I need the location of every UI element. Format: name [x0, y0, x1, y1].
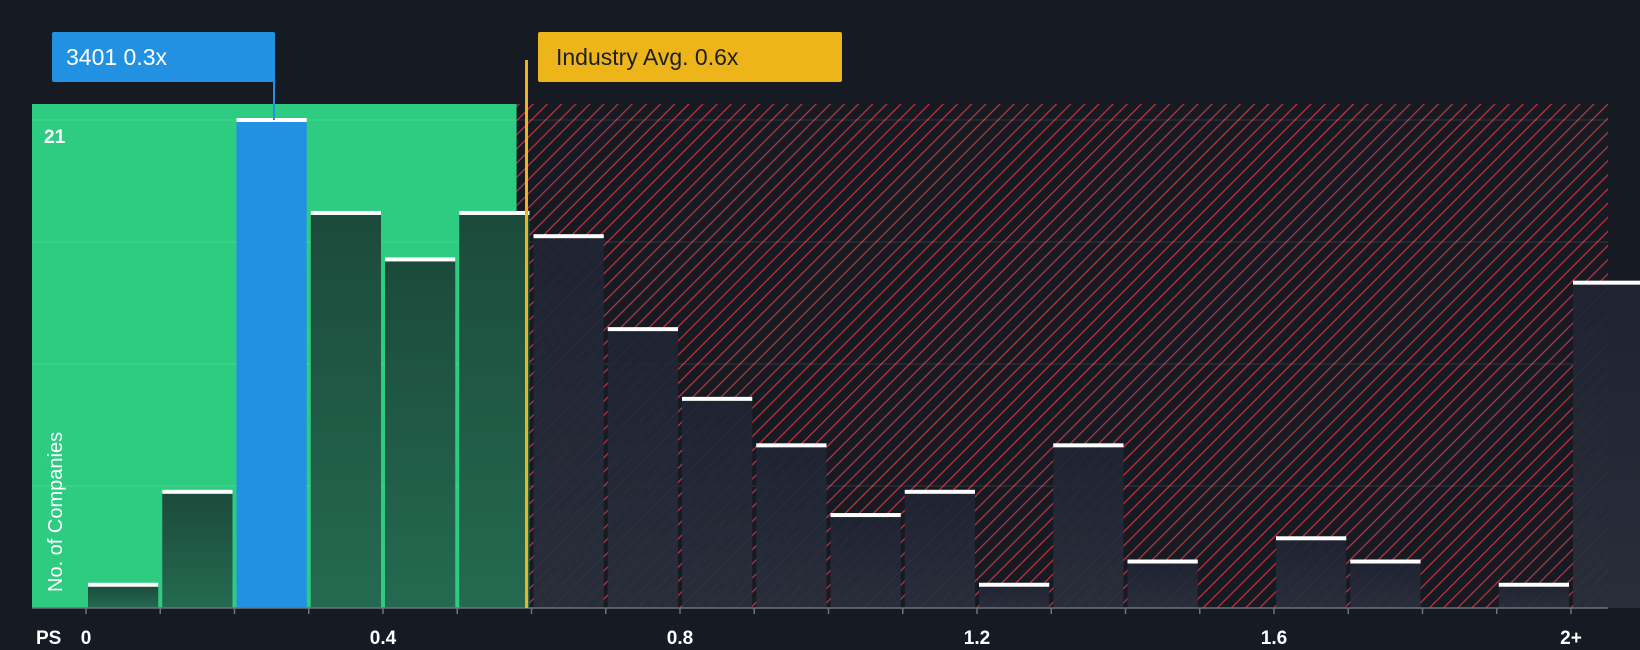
y-tick-label: 21	[44, 127, 66, 148]
bar-cap	[162, 489, 233, 494]
histogram-bar	[607, 329, 678, 608]
x-axis-label: PS	[36, 628, 61, 649]
bar-cap	[385, 257, 456, 262]
histogram-bar	[756, 445, 827, 608]
x-axis-ticks: 0 0.4 0.8 1.2 1.6 2+	[81, 608, 1582, 649]
industry-callout: Industry Avg. 0.6x	[538, 32, 842, 82]
x-tick-label: 0.4	[370, 628, 397, 649]
bar-cap	[979, 582, 1050, 587]
bar-cap	[236, 118, 307, 122]
histogram-bar	[682, 398, 753, 608]
x-tick-label: 1.6	[1261, 628, 1287, 649]
industry-callout-box	[538, 32, 842, 82]
company-callout-label: 3401 0.3x	[66, 44, 168, 70]
bar-cap	[1573, 280, 1640, 285]
histogram-bar	[1053, 445, 1124, 608]
histogram-bar	[1350, 561, 1421, 608]
bar-cap	[459, 210, 530, 215]
bar-cap	[88, 582, 159, 587]
bar-cap	[1498, 582, 1569, 587]
histogram-bar	[385, 259, 456, 608]
histogram-bar	[1127, 561, 1198, 608]
histogram-bar	[1276, 538, 1347, 608]
bar-cap	[1350, 559, 1421, 564]
histogram-bars	[88, 118, 1640, 608]
x-tick-label: 0.8	[667, 628, 693, 649]
bar-cap	[1127, 559, 1198, 564]
bar-cap	[756, 443, 827, 448]
x-tick-label: 2+	[1560, 628, 1582, 649]
histogram-bar	[162, 491, 233, 608]
bar-cap	[830, 513, 901, 518]
industry-callout-label: Industry Avg. 0.6x	[556, 44, 739, 70]
histogram-bar	[1498, 584, 1569, 608]
histogram-bar	[88, 584, 159, 608]
bar-cap	[682, 396, 753, 401]
histogram-bar	[310, 212, 381, 608]
histogram-bar	[979, 584, 1050, 608]
bar-cap	[533, 234, 604, 239]
bar-cap	[310, 210, 381, 215]
histogram-bar-highlight	[236, 120, 307, 608]
histogram-bar	[459, 212, 530, 608]
x-tick-label: 0	[81, 628, 92, 649]
y-axis-label: No. of Companies	[45, 432, 67, 592]
bar-cap	[904, 489, 975, 494]
histogram-bar	[830, 515, 901, 608]
histogram-bar	[904, 491, 975, 608]
company-callout-box	[52, 32, 275, 82]
bar-cap	[1053, 443, 1124, 448]
bar-cap	[1276, 536, 1347, 541]
bar-cap	[607, 327, 678, 332]
company-callout: 3401 0.3x	[52, 32, 275, 120]
x-tick-label: 1.2	[964, 628, 990, 649]
histogram-bar	[533, 236, 604, 608]
histogram-bar	[1573, 282, 1640, 608]
